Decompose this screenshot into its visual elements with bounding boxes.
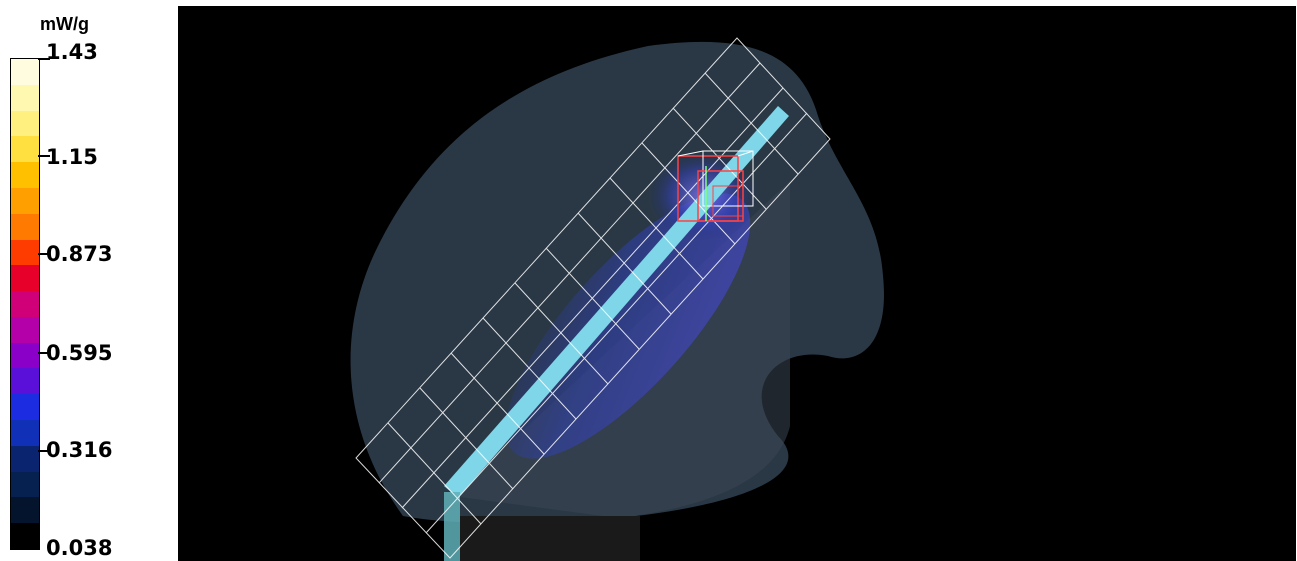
field-glow (505, 193, 751, 459)
color-swatch (11, 394, 39, 421)
tick-mark (38, 450, 50, 452)
color-swatch (11, 110, 39, 137)
color-swatch (11, 136, 39, 163)
dipole-feed (444, 492, 460, 561)
color-swatch (11, 84, 39, 112)
base-shadow (460, 516, 640, 561)
tick-mark (38, 352, 50, 354)
color-swatch (11, 342, 39, 369)
unit-label: mW/g (40, 14, 89, 34)
tick-label: 0.316 (46, 438, 113, 462)
color-swatch (11, 523, 39, 550)
color-swatch (11, 497, 39, 524)
color-swatch (11, 162, 39, 189)
tick-label: 0.873 (46, 242, 113, 266)
tick-label: 0.595 (46, 341, 113, 365)
sar-visualization (350, 37, 884, 561)
color-swatch (11, 239, 39, 266)
zoom-scan-cube (677, 150, 754, 222)
3d-viewport[interactable] (178, 6, 1296, 561)
tick-label-min: 0.038 (46, 536, 113, 560)
color-swatch (11, 368, 39, 395)
tick-label: 1.15 (46, 145, 98, 169)
tick-mark (38, 58, 50, 60)
color-bar (10, 58, 40, 550)
color-swatch (11, 291, 39, 318)
color-swatch (11, 59, 39, 86)
color-swatch (11, 420, 39, 447)
tick-mark (38, 253, 50, 255)
color-swatch (11, 265, 39, 292)
tick-label-max: 1.43 (46, 40, 98, 64)
color-scale-legend: mW/g 1.43 1.15 0.873 0.595 0.316 0.038 (0, 0, 178, 561)
color-swatch (11, 316, 39, 344)
color-swatch (11, 445, 39, 473)
color-swatch (11, 187, 39, 215)
color-swatch (11, 213, 39, 241)
color-swatch (11, 471, 39, 498)
tick-mark (38, 155, 50, 157)
